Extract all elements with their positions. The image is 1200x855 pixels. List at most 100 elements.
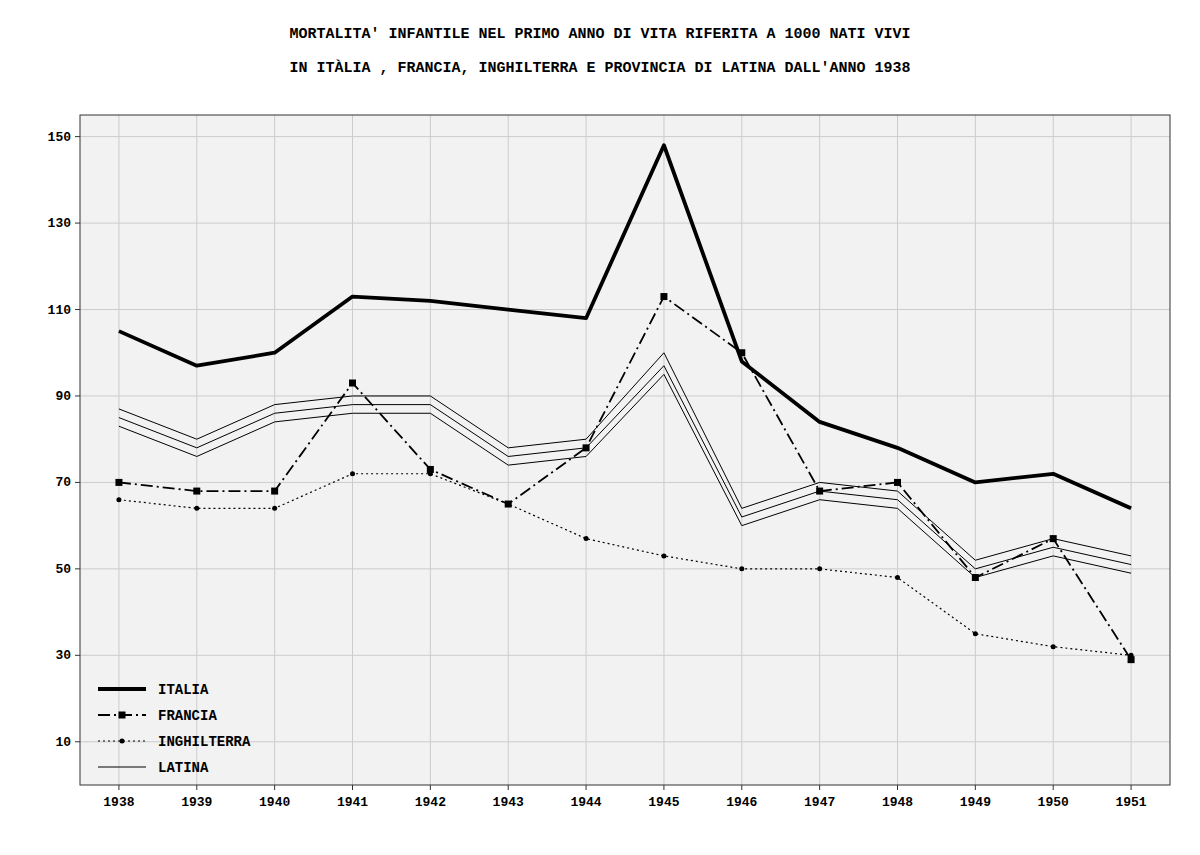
grid-line <box>352 115 353 785</box>
x-tick-label: 1941 <box>337 795 368 810</box>
legend-swatch <box>119 712 126 719</box>
x-tick-label: 1942 <box>415 795 446 810</box>
x-tick <box>586 785 587 790</box>
plot-area <box>115 145 1134 663</box>
x-tick <box>975 785 976 790</box>
x-tick-label: 1947 <box>804 795 835 810</box>
grid-line <box>80 655 1170 656</box>
series-line <box>119 353 1131 560</box>
series-marker <box>349 380 356 387</box>
axes: 1030507090110130150193819391940194119421… <box>48 130 1147 810</box>
series-line <box>119 374 1131 577</box>
series-marker <box>739 566 744 571</box>
grid-line <box>274 115 275 785</box>
grid-line <box>663 115 664 785</box>
grid-line <box>430 115 431 785</box>
grid-line <box>80 136 1170 137</box>
series-marker <box>194 506 199 511</box>
legend-label: INGHILTERRA <box>158 734 251 750</box>
grid-line <box>80 309 1170 310</box>
grid-line <box>80 482 1170 483</box>
grid-line <box>1053 115 1054 785</box>
grid-line <box>741 115 742 785</box>
x-tick <box>741 785 742 790</box>
y-tick <box>75 741 80 742</box>
series <box>119 353 1131 560</box>
x-tick-label: 1944 <box>570 795 601 810</box>
grid-line <box>118 115 119 785</box>
series-line <box>119 366 1131 569</box>
x-tick-label: 1939 <box>181 795 212 810</box>
x-tick-label: 1938 <box>103 795 134 810</box>
series <box>115 293 1134 663</box>
series-line <box>119 145 1131 508</box>
grid-line <box>975 115 976 785</box>
x-tick-label: 1950 <box>1038 795 1069 810</box>
y-tick <box>75 568 80 569</box>
x-tick <box>897 785 898 790</box>
y-tick <box>75 223 80 224</box>
legend: ITALIA FRANCIA INGHILTERRA LATINA <box>98 682 251 776</box>
series <box>119 145 1131 508</box>
y-tick-label: 30 <box>55 648 71 663</box>
x-tick <box>430 785 431 790</box>
series-marker <box>428 471 433 476</box>
series-marker <box>584 536 589 541</box>
series-marker <box>895 575 900 580</box>
x-tick <box>663 785 664 790</box>
y-tick <box>75 395 80 396</box>
series-marker <box>973 631 978 636</box>
y-tick <box>75 136 80 137</box>
x-tick <box>508 785 509 790</box>
series-marker <box>271 488 278 495</box>
series-marker <box>272 506 277 511</box>
legend-label: ITALIA <box>158 682 209 698</box>
series-marker <box>350 471 355 476</box>
series-marker <box>1051 644 1056 649</box>
grid-line <box>80 223 1170 224</box>
series-marker <box>1129 653 1134 658</box>
x-tick <box>819 785 820 790</box>
series-marker <box>660 293 667 300</box>
y-tick-label: 50 <box>55 562 71 577</box>
x-tick <box>1053 785 1054 790</box>
x-tick-label: 1945 <box>648 795 679 810</box>
y-tick-label: 110 <box>48 303 72 318</box>
y-tick <box>75 309 80 310</box>
x-tick <box>118 785 119 790</box>
series <box>119 366 1131 569</box>
series-marker <box>505 501 512 508</box>
grid-line <box>1131 115 1132 785</box>
legend-swatch <box>120 739 125 744</box>
legend-label: FRANCIA <box>158 708 217 724</box>
x-tick <box>196 785 197 790</box>
y-tick-label: 70 <box>55 475 71 490</box>
series-marker <box>116 497 121 502</box>
x-tick-label: 1951 <box>1115 795 1146 810</box>
x-tick-label: 1940 <box>259 795 290 810</box>
legend-swatch <box>98 767 146 768</box>
chart: MORTALITA' INFANTILE NEL PRIMO ANNO DI V… <box>0 0 1200 855</box>
x-tick-label: 1948 <box>882 795 913 810</box>
series-marker <box>193 488 200 495</box>
y-tick <box>75 482 80 483</box>
y-tick <box>75 655 80 656</box>
title: MORTALITA' INFANTILE NEL PRIMO ANNO DI V… <box>289 26 910 43</box>
series-marker <box>817 566 822 571</box>
series-marker <box>661 553 666 558</box>
series <box>119 374 1131 577</box>
grid-line <box>819 115 820 785</box>
subtitle: IN ITÀLIA , FRANCIA, INGHILTERRA E PROV… <box>289 59 910 77</box>
series-marker <box>115 479 122 486</box>
series-line <box>119 297 1131 660</box>
legend-label: LATINA <box>158 760 209 776</box>
x-tick-label: 1943 <box>493 795 524 810</box>
x-tick <box>352 785 353 790</box>
legend-swatch <box>98 687 146 691</box>
series-line <box>119 474 1131 656</box>
series <box>116 471 1133 658</box>
plot-background <box>80 115 1170 785</box>
x-tick <box>1131 785 1132 790</box>
grid-line <box>508 115 509 785</box>
x-tick-label: 1949 <box>960 795 991 810</box>
